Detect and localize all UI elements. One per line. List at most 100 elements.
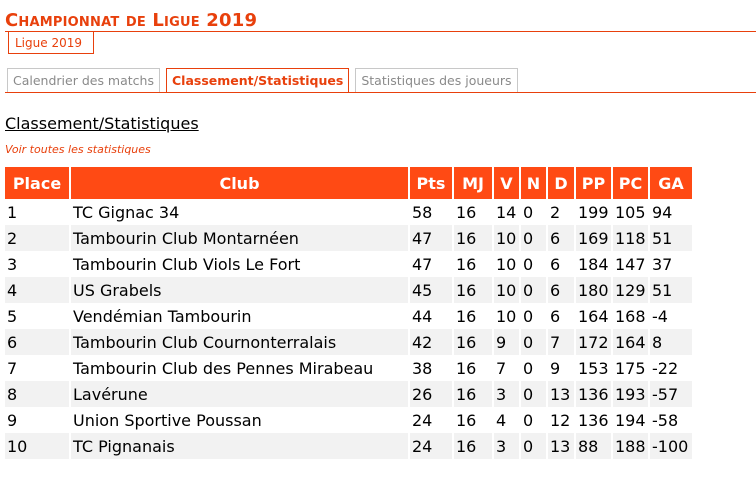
header-club: Club: [71, 167, 408, 199]
header-pp: PP: [576, 167, 611, 199]
tabs-divider: [5, 92, 756, 93]
cell-n: 0: [521, 277, 546, 303]
header-pts: Pts: [410, 167, 452, 199]
cell-pp: 172: [576, 329, 611, 355]
cell-club[interactable]: Tambourin Club Viols Le Fort: [71, 251, 408, 277]
tab-league-2019[interactable]: Ligue 2019: [8, 32, 94, 54]
cell-v: 10: [494, 277, 519, 303]
cell-d: 7: [548, 329, 574, 355]
section-heading: Classement/Statistiques: [5, 114, 199, 133]
cell-ga: 51: [650, 225, 692, 251]
cell-pts: 24: [410, 433, 452, 459]
cell-pts: 45: [410, 277, 452, 303]
cell-ga: 37: [650, 251, 692, 277]
tab-calendrier[interactable]: Calendrier des matchs: [7, 68, 160, 92]
cell-d: 13: [548, 381, 574, 407]
cell-v: 10: [494, 303, 519, 329]
cell-d: 2: [548, 199, 574, 225]
cell-n: 0: [521, 407, 546, 433]
cell-mj: 16: [454, 433, 492, 459]
cell-pts: 44: [410, 303, 452, 329]
cell-d: 6: [548, 277, 574, 303]
cell-pp: 184: [576, 251, 611, 277]
table-row: 5 Vendémian Tambourin 44 16 10 0 6 164 168 -4: [5, 303, 692, 329]
cell-club[interactable]: Tambourin Club des Pennes Mirabeau: [71, 355, 408, 381]
standings-table: Place Club Pts MJ V N D PP PC GA 1 TC Gig…: [3, 167, 694, 459]
cell-club[interactable]: Tambourin Club Montarnéen: [71, 225, 408, 251]
cell-n: 0: [521, 303, 546, 329]
cell-pp: 199: [576, 199, 611, 225]
cell-pc: 188: [613, 433, 648, 459]
cell-club[interactable]: Lavérune: [71, 381, 408, 407]
tab-statistiques-joueurs[interactable]: Statistiques des joueurs: [355, 68, 518, 92]
header-d: D: [548, 167, 574, 199]
cell-pp: 180: [576, 277, 611, 303]
tab-classement[interactable]: Classement/Statistiques: [165, 68, 350, 93]
cell-mj: 16: [454, 251, 492, 277]
cell-club[interactable]: TC Pignanais: [71, 433, 408, 459]
section-tabs: Calendrier des matchs Classement/Statist…: [7, 68, 524, 93]
header-pc: PC: [613, 167, 648, 199]
cell-place: 3: [5, 251, 69, 277]
title-divider: [5, 31, 756, 32]
cell-n: 0: [521, 251, 546, 277]
cell-ga: 94: [650, 199, 692, 225]
table-row: 3 Tambourin Club Viols Le Fort 47 16 10 0 6 184…: [5, 251, 692, 277]
cell-ga: -100: [650, 433, 692, 459]
cell-ga: -22: [650, 355, 692, 381]
cell-place: 6: [5, 329, 69, 355]
cell-place: 5: [5, 303, 69, 329]
cell-v: 4: [494, 407, 519, 433]
cell-club[interactable]: Vendémian Tambourin: [71, 303, 408, 329]
cell-club[interactable]: Tambourin Club Cournonterralais: [71, 329, 408, 355]
cell-v: 3: [494, 381, 519, 407]
view-all-stats-link[interactable]: Voir toutes les statistiques: [5, 143, 151, 156]
cell-mj: 16: [454, 355, 492, 381]
cell-d: 13: [548, 433, 574, 459]
cell-mj: 16: [454, 225, 492, 251]
table-row: 1 TC Gignac 34 58 16 14 0 2 199 105 94: [5, 199, 692, 225]
cell-n: 0: [521, 355, 546, 381]
cell-place: 7: [5, 355, 69, 381]
cell-ga: -4: [650, 303, 692, 329]
cell-d: 6: [548, 251, 574, 277]
cell-n: 0: [521, 329, 546, 355]
table-row: 10 TC Pignanais 24 16 3 0 13 88 188 -100: [5, 433, 692, 459]
table-row: 9 Union Sportive Poussan 24 16 4 0 12 136 194 -58: [5, 407, 692, 433]
cell-club[interactable]: US Grabels: [71, 277, 408, 303]
header-place: Place: [5, 167, 69, 199]
cell-pc: 105: [613, 199, 648, 225]
cell-ga: 8: [650, 329, 692, 355]
cell-mj: 16: [454, 277, 492, 303]
cell-pp: 88: [576, 433, 611, 459]
table-row: 2 Tambourin Club Montarnéen 47 16 10 0 6 169 118…: [5, 225, 692, 251]
cell-ga: 51: [650, 277, 692, 303]
cell-n: 0: [521, 225, 546, 251]
cell-place: 8: [5, 381, 69, 407]
cell-v: 10: [494, 251, 519, 277]
cell-pts: 26: [410, 381, 452, 407]
cell-d: 9: [548, 355, 574, 381]
cell-pc: 175: [613, 355, 648, 381]
header-mj: MJ: [454, 167, 492, 199]
cell-place: 9: [5, 407, 69, 433]
cell-club[interactable]: TC Gignac 34: [71, 199, 408, 225]
cell-club[interactable]: Union Sportive Poussan: [71, 407, 408, 433]
page-title: Championnat de Ligue 2019: [5, 10, 258, 31]
cell-pts: 47: [410, 225, 452, 251]
cell-pts: 47: [410, 251, 452, 277]
cell-d: 6: [548, 303, 574, 329]
cell-pts: 24: [410, 407, 452, 433]
cell-pc: 129: [613, 277, 648, 303]
cell-v: 10: [494, 225, 519, 251]
cell-pc: 118: [613, 225, 648, 251]
cell-pc: 194: [613, 407, 648, 433]
cell-mj: 16: [454, 329, 492, 355]
cell-mj: 16: [454, 199, 492, 225]
header-v: V: [494, 167, 519, 199]
cell-pp: 136: [576, 407, 611, 433]
cell-pts: 42: [410, 329, 452, 355]
cell-pc: 164: [613, 329, 648, 355]
cell-v: 7: [494, 355, 519, 381]
cell-ga: -57: [650, 381, 692, 407]
